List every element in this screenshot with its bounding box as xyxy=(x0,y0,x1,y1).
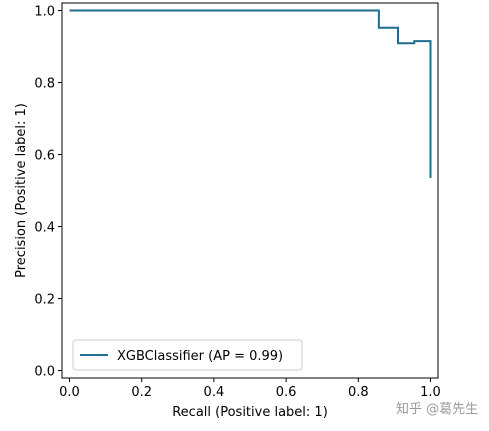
y-tick-label: 0.8 xyxy=(34,77,55,92)
x-tick-label: 0.6 xyxy=(276,385,297,400)
x-tick-label: 0.2 xyxy=(131,385,152,400)
y-axis-label: Precision (Positive label: 1) xyxy=(14,103,29,278)
x-tick-label: 1.0 xyxy=(420,385,441,400)
y-tick-label: 0.2 xyxy=(34,293,55,308)
pr-curve-line xyxy=(69,9,432,178)
y-tick-label: 0.6 xyxy=(34,149,55,164)
legend: XGBClassifier (AP = 0.99) xyxy=(72,339,303,371)
y-tick-label: 0.0 xyxy=(34,365,55,380)
y-tick-label: 0.4 xyxy=(34,221,55,236)
y-tick-label: 1.0 xyxy=(34,5,55,20)
legend-box xyxy=(72,339,303,371)
y-axis-ticks: 0.0 0.2 0.4 0.6 0.8 1.0 xyxy=(34,5,62,380)
x-tick-label: 0.0 xyxy=(59,385,80,400)
x-tick-label: 0.4 xyxy=(204,385,225,400)
x-axis-ticks: 0.0 0.2 0.4 0.6 0.8 1.0 xyxy=(59,378,441,400)
axes-frame xyxy=(61,2,439,379)
plot-area xyxy=(61,2,439,379)
legend-label: XGBClassifier (AP = 0.99) xyxy=(117,349,283,364)
x-tick-label: 0.8 xyxy=(348,385,369,400)
watermark: 知乎 @葛先生 xyxy=(396,402,479,417)
x-axis-label: Recall (Positive label: 1) xyxy=(172,405,328,420)
